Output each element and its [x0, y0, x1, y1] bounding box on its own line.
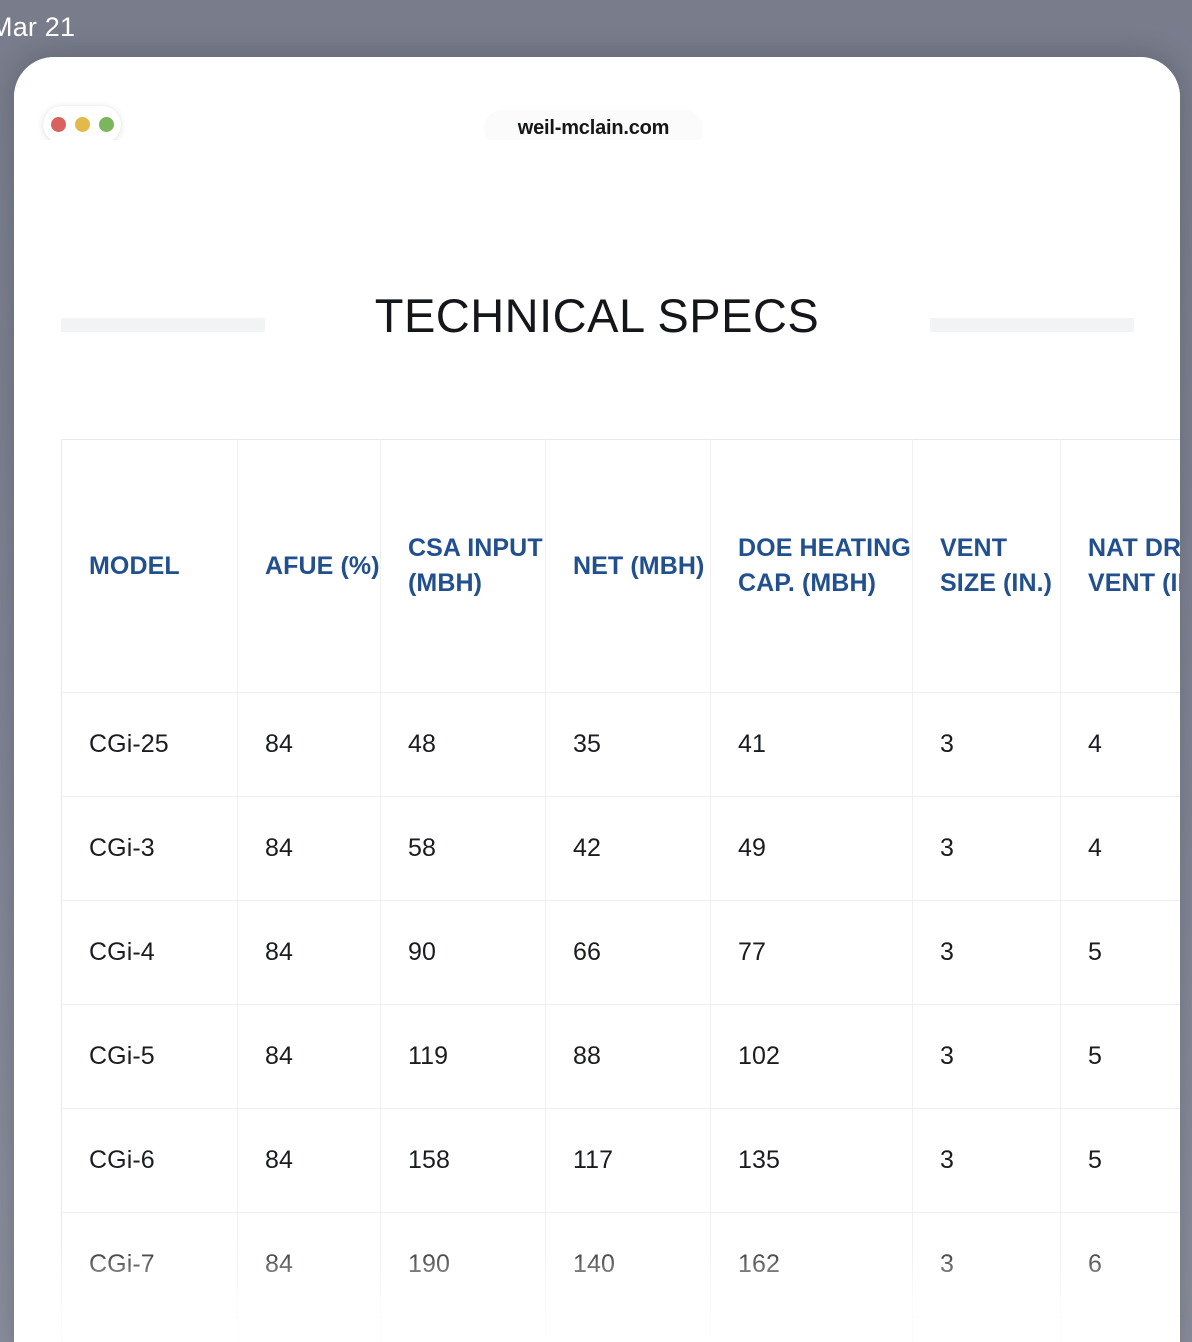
page-header: TECHNICAL SPECS — [14, 140, 1180, 339]
status-bar-clock: Mar 21 — [0, 12, 76, 42]
zoom-window-button[interactable] — [98, 117, 114, 132]
cell-vent-size: 3 — [912, 900, 1061, 1005]
cell-doe: 49 — [710, 796, 913, 901]
column-header-doe-heating-cap: DOE HEATING CAP. (MBH) — [710, 439, 913, 693]
cell-net: 164 — [545, 1316, 711, 1342]
table-row: CGi-8 84 222 164 189 3 6 — [61, 1316, 1180, 1342]
cell-csa-input: 158 — [380, 1108, 546, 1213]
address-bar-url: weil-mclain.com — [517, 117, 670, 139]
cell-nat-draft-vent: 6 — [1060, 1316, 1180, 1342]
browser-chrome: weil-mclain.com — [14, 57, 1180, 147]
cell-nat-draft-vent: 4 — [1060, 796, 1180, 901]
spec-table-container[interactable]: MODEL AFUE (%) CSA INPUT (MBH) NET (MBH)… — [61, 439, 1180, 1342]
column-header-vent-size: VENT SIZE (IN.) — [912, 439, 1061, 693]
page-viewport: TECHNICAL SPECS MODEL AFUE (%) CSA INPUT… — [14, 140, 1180, 1342]
cell-nat-draft-vent: 4 — [1060, 692, 1180, 797]
table-row: CGi-4 84 90 66 77 3 5 — [61, 900, 1180, 1005]
cell-model: CGi-4 — [61, 900, 238, 1005]
cell-nat-draft-vent: 5 — [1060, 1108, 1180, 1213]
technical-specs-table: MODEL AFUE (%) CSA INPUT (MBH) NET (MBH)… — [61, 439, 1180, 1342]
cell-net: 66 — [545, 900, 711, 1005]
cell-csa-input: 222 — [380, 1316, 546, 1342]
cell-vent-size: 3 — [912, 692, 1061, 797]
browser-window: weil-mclain.com TECHNICAL SPECS MODEL AF… — [14, 57, 1180, 1342]
cell-csa-input: 190 — [380, 1212, 546, 1317]
cell-doe: 41 — [710, 692, 913, 797]
cell-afue: 84 — [237, 900, 381, 1005]
column-header-nat-draft-vent: NAT DRAFT VENT (IN.) — [1060, 439, 1180, 693]
table-header: MODEL AFUE (%) CSA INPUT (MBH) NET (MBH)… — [61, 439, 1180, 693]
cell-nat-draft-vent: 5 — [1060, 1004, 1180, 1109]
table-row: CGi-6 84 158 117 135 3 5 — [61, 1108, 1180, 1213]
cell-doe: 135 — [710, 1108, 913, 1213]
cell-nat-draft-vent: 6 — [1060, 1212, 1180, 1317]
table-row: CGi-7 84 190 140 162 3 6 — [61, 1212, 1180, 1317]
cell-vent-size: 3 — [912, 1108, 1061, 1213]
window-controls — [43, 106, 121, 143]
cell-csa-input: 90 — [380, 900, 546, 1005]
cell-model: CGi-3 — [61, 796, 238, 901]
minimize-window-button[interactable] — [74, 117, 90, 132]
placeholder-bar-left — [61, 318, 265, 332]
table-row: CGi-3 84 58 42 49 3 4 — [61, 796, 1180, 901]
cell-doe: 77 — [710, 900, 913, 1005]
cell-model: CGi-8 — [61, 1316, 238, 1342]
cell-net: 140 — [545, 1212, 711, 1317]
table-body: CGi-25 84 48 35 41 3 4 CGi-3 84 58 42 49 — [61, 692, 1180, 1342]
column-header-afue: AFUE (%) — [237, 439, 381, 693]
cell-csa-input: 58 — [380, 796, 546, 901]
cell-doe: 162 — [710, 1212, 913, 1317]
column-header-csa-input: CSA INPUT (MBH) — [380, 439, 546, 693]
cell-afue: 84 — [237, 796, 381, 901]
cell-model: CGi-25 — [61, 692, 238, 797]
cell-doe: 189 — [710, 1316, 913, 1342]
cell-nat-draft-vent: 5 — [1060, 900, 1180, 1005]
placeholder-bar-right — [930, 318, 1134, 332]
cell-csa-input: 48 — [380, 692, 546, 797]
table-row: CGi-5 84 119 88 102 3 5 — [61, 1004, 1180, 1109]
cell-vent-size: 3 — [912, 1316, 1061, 1342]
column-header-model: MODEL — [61, 439, 238, 693]
close-window-button[interactable] — [50, 117, 66, 132]
cell-doe: 102 — [710, 1004, 913, 1109]
table-row: CGi-25 84 48 35 41 3 4 — [61, 692, 1180, 797]
cell-model: CGi-6 — [61, 1108, 238, 1213]
cell-net: 117 — [545, 1108, 711, 1213]
table-header-row: MODEL AFUE (%) CSA INPUT (MBH) NET (MBH)… — [61, 439, 1180, 693]
cell-model: CGi-7 — [61, 1212, 238, 1317]
cell-model: CGi-5 — [61, 1004, 238, 1109]
cell-afue: 84 — [237, 692, 381, 797]
page-title: TECHNICAL SPECS — [374, 289, 820, 342]
cell-vent-size: 3 — [912, 1004, 1061, 1109]
cell-afue: 84 — [237, 1108, 381, 1213]
cell-net: 88 — [545, 1004, 711, 1109]
cell-vent-size: 3 — [912, 796, 1061, 901]
cell-vent-size: 3 — [912, 1212, 1061, 1317]
cell-net: 35 — [545, 692, 711, 797]
cell-afue: 84 — [237, 1004, 381, 1109]
cell-afue: 84 — [237, 1316, 381, 1342]
cell-net: 42 — [545, 796, 711, 901]
cell-csa-input: 119 — [380, 1004, 546, 1109]
status-bar: Mar 21 — [0, 0, 1192, 58]
column-header-net: NET (MBH) — [545, 439, 711, 693]
cell-afue: 84 — [237, 1212, 381, 1317]
